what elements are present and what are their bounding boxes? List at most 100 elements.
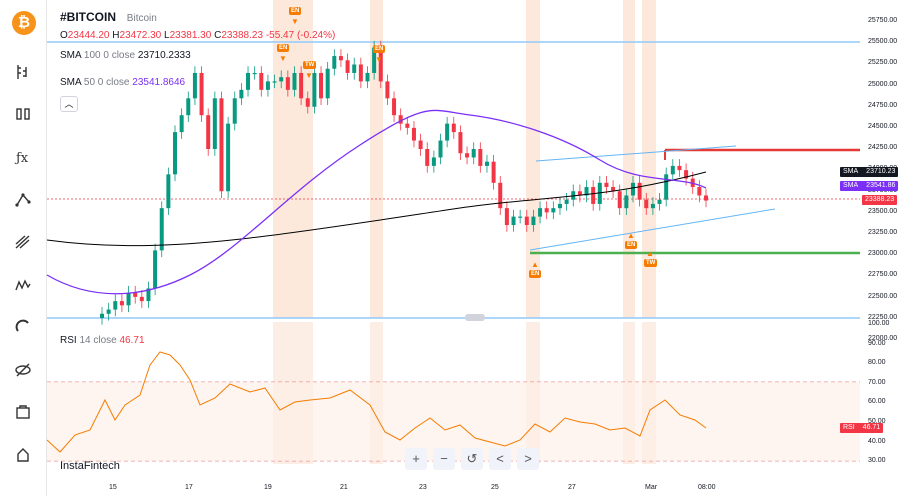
patterns-icon[interactable] <box>9 271 37 299</box>
candle-body <box>425 149 430 166</box>
candle-body <box>338 56 343 61</box>
drawing-icon[interactable] <box>9 186 37 214</box>
candle-body <box>664 174 669 200</box>
watermark: InstaFintech <box>60 460 120 472</box>
candle-body <box>206 115 211 149</box>
candle-body <box>591 187 596 204</box>
rsi-label: RSI <box>60 335 77 346</box>
o-value: 23444.20 <box>67 30 110 41</box>
scroll-right-button[interactable]: > <box>517 448 539 470</box>
screenshot-icon[interactable] <box>9 398 37 426</box>
magnet-icon[interactable] <box>9 313 37 341</box>
candle-body <box>173 132 178 175</box>
fib-icon[interactable] <box>9 228 37 256</box>
rsi-tick: 50.00 <box>868 418 886 425</box>
highlight-band <box>273 0 313 318</box>
signal-arrow: ▼ <box>305 71 313 80</box>
candle-body <box>511 216 516 226</box>
reset-button[interactable]: ↺ <box>461 448 483 470</box>
rsi-line <box>46 351 707 453</box>
candle-body <box>650 203 655 209</box>
signal-arrow: ▲ <box>531 260 539 269</box>
price-tick: 23500.00 <box>868 207 898 215</box>
candle-body <box>232 98 237 124</box>
symbol-legend: #BITCOIN Bitcoin <box>60 10 157 24</box>
candle-body <box>491 161 496 183</box>
c-value: 23388.23 <box>221 30 264 41</box>
compare-icon[interactable] <box>9 100 37 128</box>
zoom-controls: + − ↺ < > <box>405 448 539 470</box>
candle-body <box>186 98 191 116</box>
candle-body <box>133 292 138 297</box>
l-label: L <box>164 30 170 41</box>
channel-lower-line <box>529 208 776 251</box>
change-value: -55.47 (-0.24%) <box>265 30 336 41</box>
sma100-line <box>46 171 707 247</box>
candle-body <box>378 47 383 82</box>
candle-body <box>345 60 350 73</box>
hide-icon[interactable] <box>9 356 37 384</box>
price-tick: 25000.00 <box>868 80 898 88</box>
price-axis[interactable]: 25750.00 25500.00 25250.00 25000.00 24750.00… <box>860 0 900 496</box>
candle-body <box>524 216 529 226</box>
candle-body <box>319 72 324 99</box>
rsi-tick: 30.00 <box>868 457 886 465</box>
candle-body <box>259 72 264 90</box>
candle-body <box>544 208 549 213</box>
candle-body <box>611 187 616 192</box>
candle-body <box>445 123 450 141</box>
rsi-legend[interactable]: RSI 14 close 46.71 <box>60 335 145 346</box>
candle-body <box>119 301 124 306</box>
indicators-icon[interactable]: ƒx <box>9 143 37 171</box>
scroll-left-button[interactable]: < <box>489 448 511 470</box>
signal-tag: EN <box>289 7 302 15</box>
price-tick: 23250.00 <box>868 229 898 236</box>
candle-body <box>677 165 682 171</box>
zoom-out-button[interactable]: − <box>433 448 455 470</box>
sma50-params: 50 0 close <box>83 77 130 88</box>
candle-body <box>577 191 582 196</box>
h-label: H <box>112 30 120 41</box>
candle-body <box>465 153 470 158</box>
pane-resize-handle[interactable] <box>465 314 485 321</box>
price-tick: 22750.00 <box>868 271 898 279</box>
sma100-legend[interactable]: SMA 100 0 close 23710.2333 <box>60 50 191 61</box>
time-tick: 17 <box>185 484 193 491</box>
candle-body <box>392 98 397 116</box>
sma50-value: 23541.8646 <box>132 77 186 88</box>
candle-body <box>332 56 337 69</box>
ticker: #BITCOIN <box>60 10 117 24</box>
candle-body <box>531 216 536 226</box>
candle-body <box>265 81 270 90</box>
time-tick: 27 <box>568 484 576 491</box>
candle-body <box>431 157 436 166</box>
settings-icon[interactable] <box>9 441 37 469</box>
candle-body <box>219 98 224 192</box>
candle-body <box>246 72 251 90</box>
price-tick: 24250.00 <box>868 144 898 152</box>
price-tick: 25750.00 <box>868 17 898 24</box>
candle-body <box>564 199 569 204</box>
candle-body <box>279 77 284 82</box>
candle-body <box>299 72 304 99</box>
candle-body <box>704 195 708 201</box>
time-tick: 08:00 <box>698 484 716 491</box>
sma50-legend[interactable]: SMA 50 0 close 23541.8646 <box>60 77 185 88</box>
zoom-in-button[interactable]: + <box>405 448 427 470</box>
chart-type-icon[interactable] <box>9 58 37 86</box>
current-price-label: 23388.23 <box>862 195 898 205</box>
candle-body <box>657 199 662 204</box>
candle-body <box>312 72 317 107</box>
signal-tag: TW <box>303 61 317 69</box>
rsi-tick: 60.00 <box>868 398 886 406</box>
time-tick: 15 <box>109 484 117 491</box>
o-label: O <box>60 30 68 41</box>
collapse-legend-button[interactable]: ︿ <box>60 96 78 112</box>
candle-body <box>285 77 290 90</box>
rsi-tick: 70.00 <box>868 378 886 386</box>
candle-body <box>226 123 231 192</box>
h-value: 23472.30 <box>119 30 162 41</box>
candle-body <box>358 64 363 82</box>
l-value: 23381.30 <box>169 30 212 41</box>
